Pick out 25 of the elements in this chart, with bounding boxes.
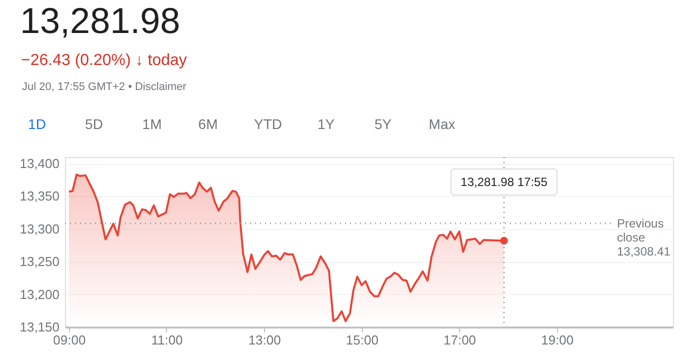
text: 1Y: [317, 116, 336, 132]
ref-line-label: Previous close 13,308.41: [617, 216, 671, 258]
y-tick-label: 13,200: [20, 286, 60, 302]
x-tick-label: 17:00: [444, 332, 476, 348]
text: Max: [428, 116, 456, 132]
text: 5D: [85, 116, 103, 132]
x-tick-label: 19:00: [541, 332, 574, 348]
y-tick-label: 13,300: [20, 221, 60, 236]
x-tick-label: 11:00: [151, 332, 183, 348]
chart-subtitle: −26.43 (0.20%) ↓ today: [21, 52, 187, 69]
text: 1M: [142, 116, 162, 132]
text: Jul 20, 17:55 GMT+2 • Disclaimer: [22, 81, 187, 93]
text: 5Y: [374, 116, 392, 132]
text: 1D: [28, 116, 46, 132]
annotation: 13,281.98 17:55: [460, 175, 548, 189]
chart-title: 13,281.98: [20, 0, 180, 41]
x-tick-label: 15:00: [346, 332, 378, 348]
y-tick-label: 13,400: [20, 156, 60, 172]
y-tick-label: 13,350: [20, 188, 60, 204]
text: 6M: [198, 116, 218, 132]
text: YTD: [254, 116, 282, 132]
y-tick-label: 13,150: [20, 320, 60, 334]
x-tick-label: 09:00: [53, 332, 86, 348]
y-tick-label: 13,250: [20, 254, 60, 270]
x-tick-label: 13:00: [248, 332, 281, 348]
